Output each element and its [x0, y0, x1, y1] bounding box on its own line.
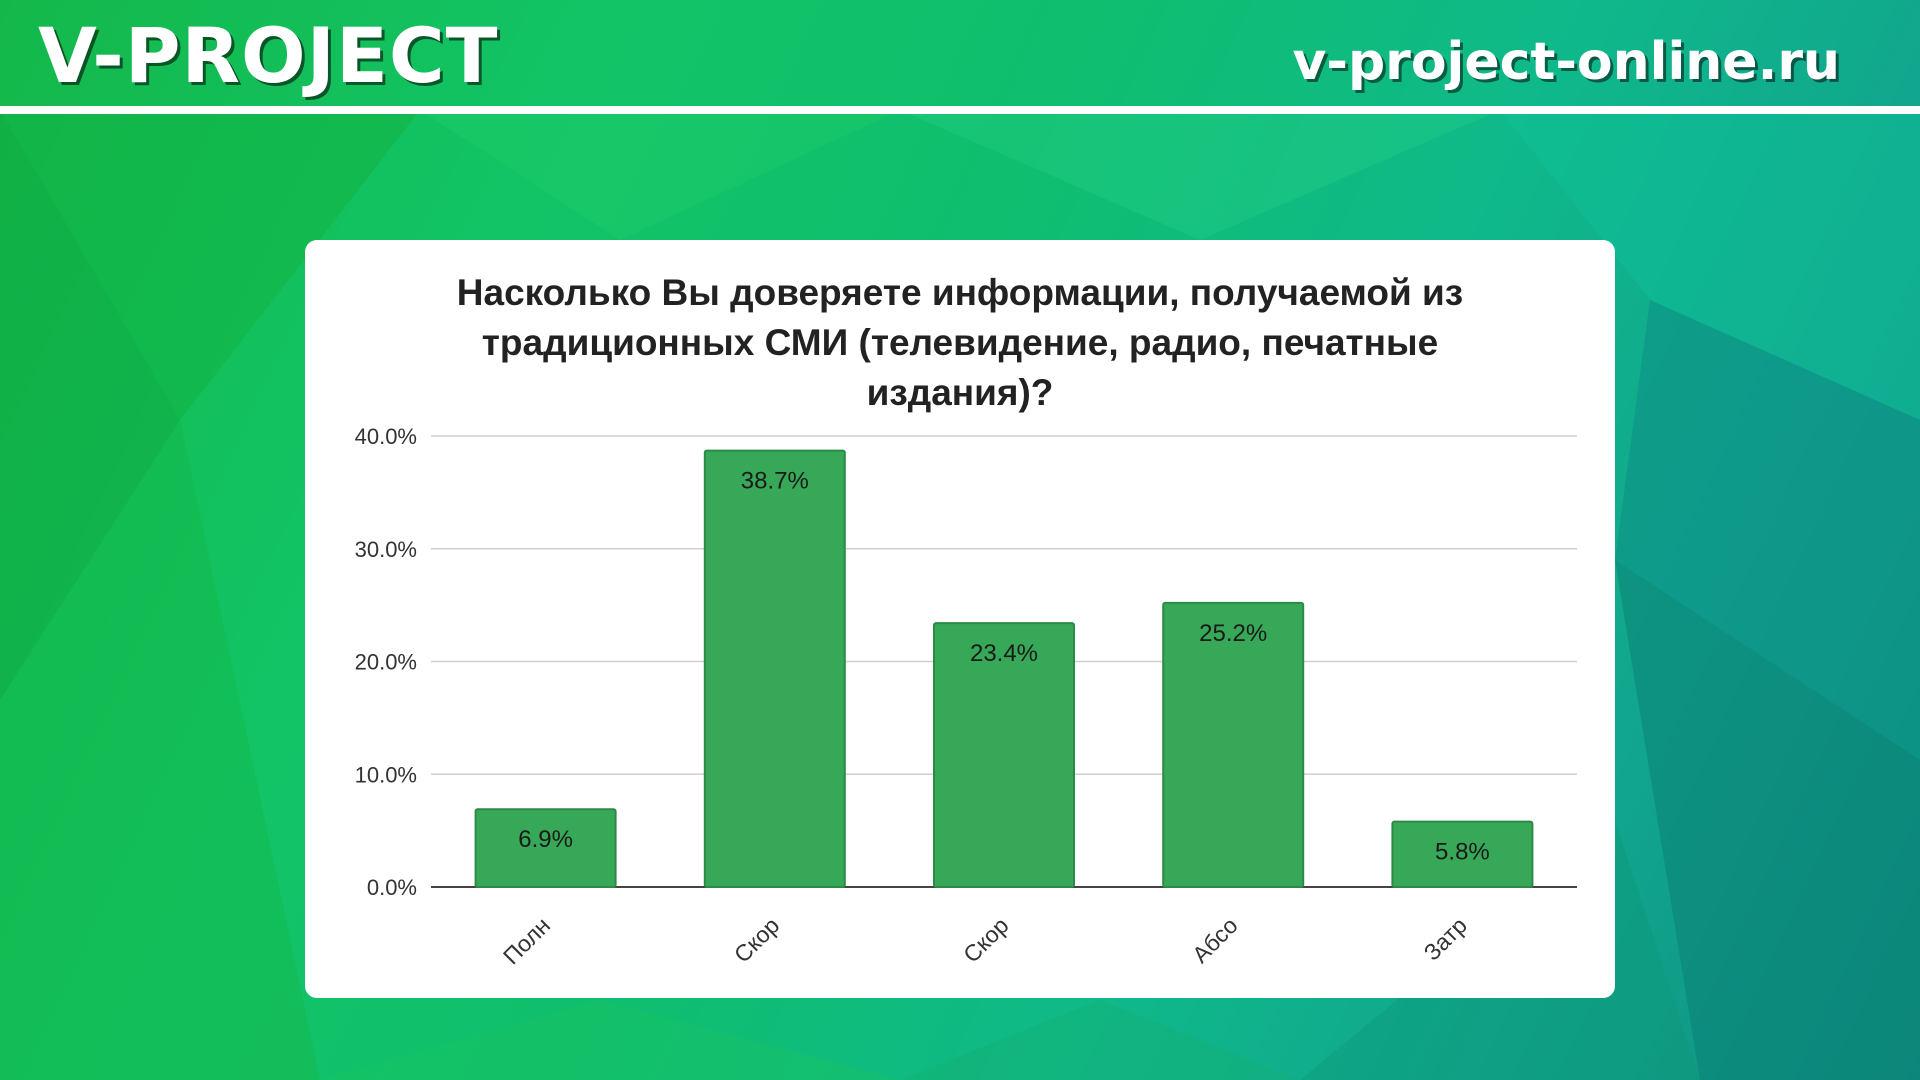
bar: [1391, 820, 1534, 888]
brand-logo[interactable]: V-PROJECT: [38, 11, 499, 100]
chart-card: Насколько Вы доверяете информации, получ…: [305, 240, 1615, 998]
x-tick-label: Полн: [498, 912, 555, 969]
x-tick-label: Скор: [958, 912, 1014, 968]
y-tick-label: 10.0%: [355, 762, 417, 787]
bar: [703, 449, 846, 888]
bar-value-label: 23.4%: [970, 640, 1038, 667]
bar-value-label: 6.9%: [518, 826, 573, 853]
y-tick-label: 0.0%: [367, 875, 417, 900]
chart-title: Насколько Вы доверяете информации, получ…: [456, 272, 1464, 413]
header: V-PROJECT v-project-online.ru: [0, 0, 1920, 106]
y-tick-label: 40.0%: [355, 424, 417, 449]
y-tick-label: 20.0%: [355, 650, 417, 675]
y-tick-label: 30.0%: [355, 537, 417, 562]
x-tick-label: Затр: [1419, 912, 1472, 965]
site-url[interactable]: v-project-online.ru: [1292, 32, 1840, 92]
bar: [1162, 601, 1305, 888]
bar-value-label: 38.7%: [741, 468, 809, 495]
bar-value-label: 5.8%: [1435, 839, 1490, 866]
bar: [474, 808, 617, 889]
bar-value-label: 25.2%: [1199, 620, 1267, 647]
bar: [933, 622, 1075, 888]
header-divider: [0, 106, 1920, 114]
x-tick-label: Скор: [729, 912, 785, 968]
bar-chart: 0.0% 10.0% 20.0% 30.0% 40.0% 6.9% Полн 38.7% Ско…: [355, 424, 1577, 969]
x-tick-label: Абсо: [1187, 912, 1243, 968]
